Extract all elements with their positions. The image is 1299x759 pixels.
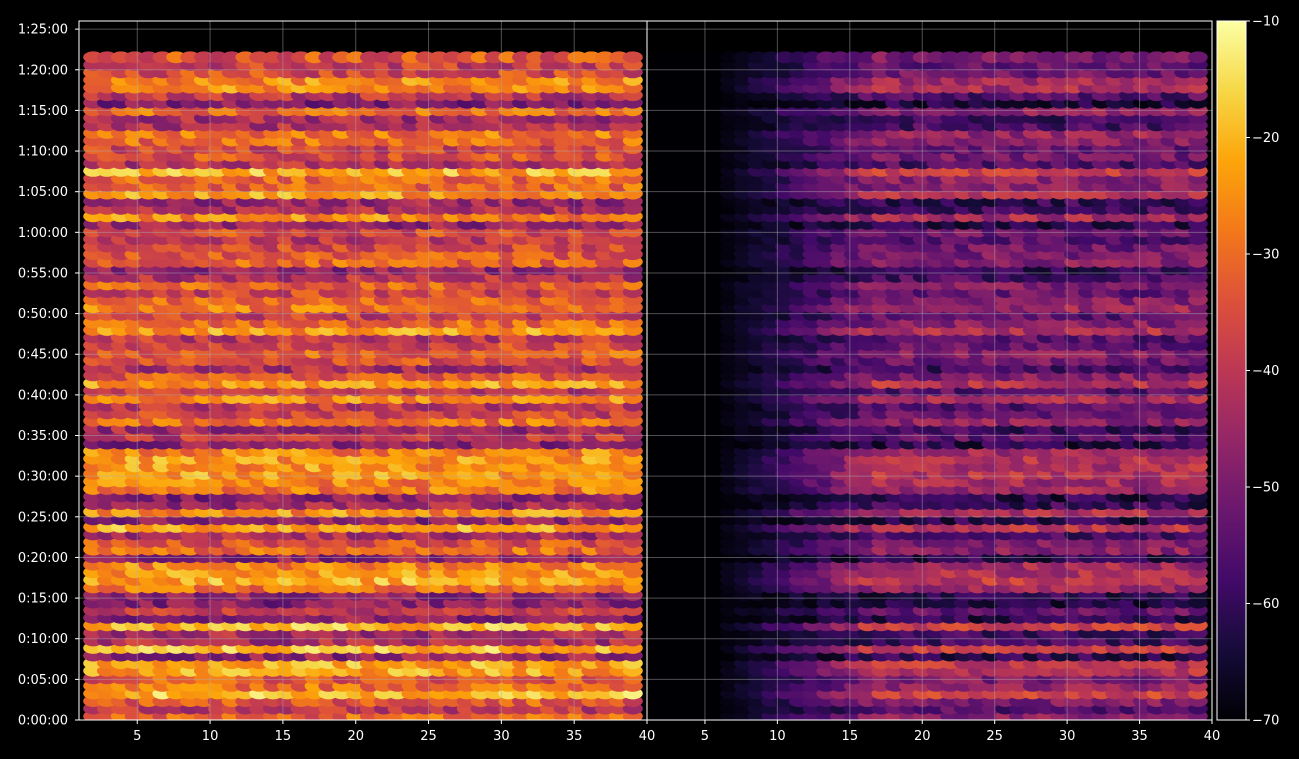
heatmap-cell xyxy=(263,51,284,64)
heatmap-panel-right xyxy=(647,21,1213,721)
heatmap-cell xyxy=(373,51,394,64)
heatmap-cell xyxy=(235,51,256,64)
heatmap-cell xyxy=(470,51,491,64)
heatmap-panel-left xyxy=(79,21,648,721)
heatmap-cell xyxy=(221,51,242,64)
heatmap-cell xyxy=(207,51,228,64)
heatmap-cell xyxy=(415,51,436,64)
heatmap-cell xyxy=(180,51,201,64)
heatmap-cell xyxy=(442,51,463,64)
heatmap-cell xyxy=(193,51,214,64)
heatmap-cell xyxy=(332,51,353,64)
heatmap-cell xyxy=(387,51,408,64)
heatmap-cell xyxy=(152,51,173,64)
heatmap-cell xyxy=(110,51,131,64)
heatmap-cell xyxy=(581,51,602,64)
heatmap-cell xyxy=(276,51,297,64)
heatmap-cell xyxy=(567,51,588,64)
heatmap-cell xyxy=(498,51,519,64)
heatmap-cells-right xyxy=(651,51,1208,720)
heatmap-cell xyxy=(609,51,629,64)
heatmap-cell xyxy=(429,51,450,64)
heatmap-cell xyxy=(304,51,325,64)
heatmap-cell xyxy=(401,51,422,64)
heatmap-cell xyxy=(484,51,505,64)
heatmap-cell xyxy=(539,51,560,64)
heatmap-cell xyxy=(124,51,145,64)
heatmap-cell xyxy=(318,51,339,64)
heatmap-cell xyxy=(456,51,477,64)
heatmap-cell xyxy=(290,51,311,64)
heatmap-cell xyxy=(595,51,616,64)
heatmap-cell xyxy=(525,51,546,64)
heatmap-cell xyxy=(512,51,533,64)
heatmap-cell xyxy=(97,51,117,64)
heatmap-cell xyxy=(166,51,187,64)
heatmap-cell xyxy=(83,51,104,64)
heatmap-cell xyxy=(346,51,367,64)
heatmap-cell xyxy=(622,51,643,64)
heatmap-cell xyxy=(138,51,159,64)
heatmap-cell xyxy=(553,51,574,64)
heatmap-cell xyxy=(249,51,270,64)
heatmap-cell xyxy=(359,51,380,64)
heatmap-cells-left xyxy=(83,51,643,720)
